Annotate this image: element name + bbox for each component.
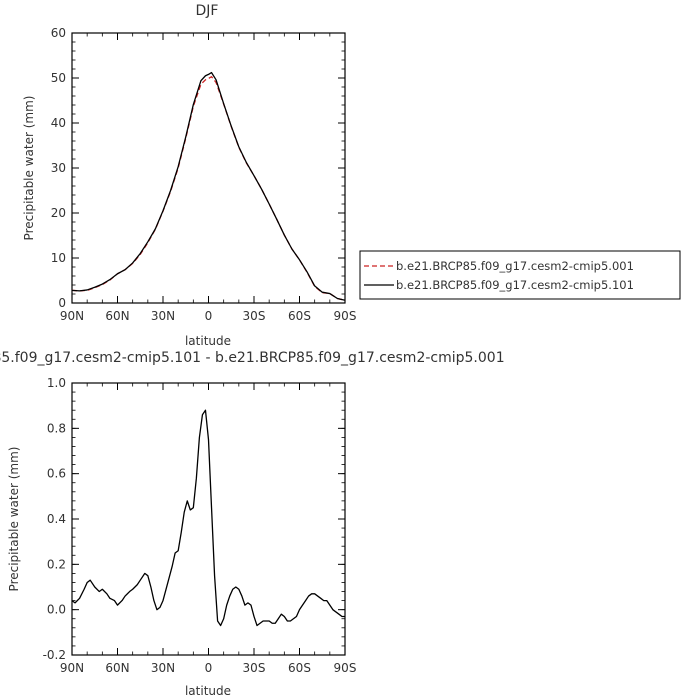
bottom-x-tick-label: 90N [60,661,84,675]
bottom-chart-y-tick-labels: -0.2 0.0 0.2 0.4 0.6 0.8 1.0 [43,376,66,662]
top-chart-y-axis-label: Precipitable water (mm) [22,96,36,241]
top-chart-frame [71,32,346,304]
top-chart-y-tick-labels: 0 10 20 30 40 50 60 [51,26,66,310]
bottom-chart-title: b.e21.BRCP85.f09_g17.cesm2-cmip5.101 - b… [0,350,505,366]
bottom-x-tick-label: 90S [334,661,357,675]
top-x-tick-label: 90S [334,309,357,323]
bottom-chart-x-tick-labels: 90N 60N 30N 0 30S 60S 90S [60,661,357,675]
top-chart: DJF 0 10 20 30 40 50 60 90N 60N 30N 0 30S 60S 90S la… [22,3,356,348]
bottom-y-tick-label: 0.4 [47,512,66,526]
top-y-tick-label: 60 [51,26,66,40]
bottom-chart-frame [71,382,346,656]
bottom-chart-ticks [71,382,346,656]
legend: b.e21.BRCP85.f09_g17.cesm2-cmip5.001 b.e… [359,250,681,300]
legend-label-101: b.e21.BRCP85.f09_g17.cesm2-cmip5.101 [396,278,634,292]
top-x-tick-label: 30S [243,309,266,323]
bottom-chart: b.e21.BRCP85.f09_g17.cesm2-cmip5.101 - b… [0,350,505,698]
bottom-y-tick-label: 0.0 [47,603,66,617]
bottom-y-tick-label: 0.2 [47,557,66,571]
top-y-tick-label: 40 [51,116,66,130]
top-y-tick-label: 30 [51,161,66,175]
top-y-tick-label: 50 [51,71,66,85]
top-chart-x-axis-label: latitude [185,334,231,348]
top-y-tick-label: 0 [58,296,66,310]
bottom-x-tick-label: 0 [205,661,213,675]
bottom-x-tick-label: 30N [151,661,175,675]
top-chart-title: DJF [196,3,219,19]
top-x-tick-label: 90N [60,309,84,323]
bottom-chart-x-axis-label: latitude [185,684,231,698]
legend-label-001: b.e21.BRCP85.f09_g17.cesm2-cmip5.001 [396,259,634,273]
bottom-chart-series [71,409,345,627]
bottom-y-tick-label: 0.8 [47,421,66,435]
top-y-tick-label: 10 [51,251,66,265]
bottom-y-tick-label: 1.0 [47,376,66,390]
top-chart-x-tick-labels: 90N 60N 30N 0 30S 60S 90S [60,309,357,323]
top-series-line-1 [71,71,346,301]
top-chart-ticks [71,32,346,304]
top-x-tick-label: 0 [205,309,213,323]
bottom-x-tick-label: 30S [243,661,266,675]
top-x-tick-label: 60N [105,309,129,323]
top-x-tick-label: 60S [288,309,311,323]
bottom-series-line-0 [71,409,345,627]
top-chart-series [71,71,346,301]
top-y-tick-label: 20 [51,206,66,220]
bottom-x-tick-label: 60N [105,661,129,675]
bottom-y-tick-label: -0.2 [43,648,66,662]
bottom-y-tick-label: 0.6 [47,467,66,481]
bottom-x-tick-label: 60S [288,661,311,675]
top-x-tick-label: 30N [151,309,175,323]
bottom-chart-y-axis-label: Precipitable water (mm) [7,447,21,592]
legend-box [359,250,681,300]
